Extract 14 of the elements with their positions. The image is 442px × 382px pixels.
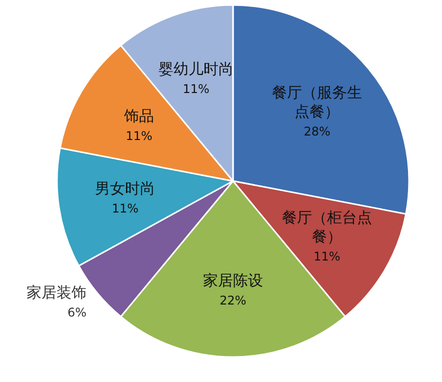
data-label: 11%	[182, 82, 210, 96]
slice-label: 餐厅（服务生点餐）	[272, 83, 362, 120]
slice-label: 男女时尚	[95, 180, 156, 198]
data-label: 28%	[304, 124, 330, 138]
data-label: 22%	[220, 294, 246, 308]
slice-label: 家居装饰	[26, 284, 87, 302]
data-label: 11%	[314, 250, 340, 264]
slice-label: 家居陈设	[203, 272, 263, 290]
slice-label: 餐厅（柜台点餐）	[282, 208, 372, 246]
data-label: 11%	[126, 128, 152, 143]
data-label: 6%	[67, 306, 87, 320]
data-label: 11%	[112, 202, 139, 216]
slice-label: 饰品	[123, 106, 154, 125]
slice-label: 婴幼儿时尚	[158, 60, 234, 78]
